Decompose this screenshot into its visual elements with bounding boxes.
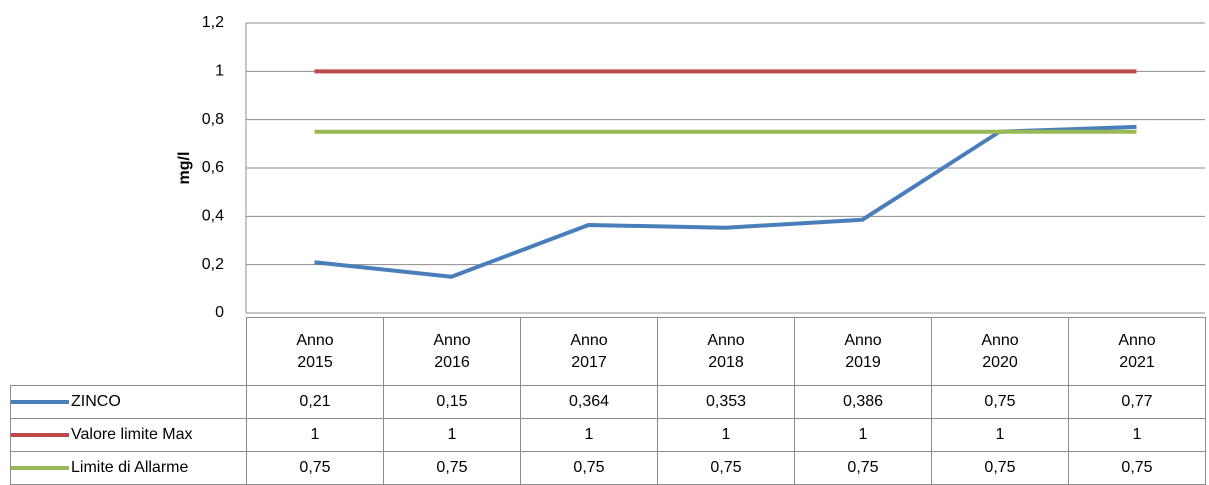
value-cell: 1 (383, 418, 521, 452)
y-tick-label: 0 (215, 304, 224, 321)
value-cell: 1 (657, 418, 795, 452)
y-tick-label: 0,8 (202, 111, 224, 128)
category-cell: Anno 2021 (1068, 317, 1206, 386)
legend-swatch (11, 466, 69, 470)
value-cell: 0,75 (931, 385, 1069, 419)
category-cell: Anno 2020 (931, 317, 1069, 386)
y-tick-label: 0,2 (202, 256, 224, 273)
value-cell: 0,75 (931, 451, 1069, 485)
value-cell: 0,75 (794, 451, 932, 485)
category-cell: Anno 2018 (657, 317, 795, 386)
value-cell: 0,353 (657, 385, 795, 419)
value-cell: 0,15 (383, 385, 521, 419)
value-cell: 1 (246, 418, 384, 452)
series-line (314, 124, 1137, 279)
value-cell: 1 (1068, 418, 1206, 452)
category-cell: Anno 2015 (246, 317, 384, 386)
value-cell: 0,21 (246, 385, 384, 419)
legend-cell: Limite di Allarme (10, 451, 247, 485)
value-cell: 1 (931, 418, 1069, 452)
legend-label: ZINCO (71, 393, 121, 410)
value-cell: 0,75 (246, 451, 384, 485)
value-cell: 0,75 (383, 451, 521, 485)
y-tick-label: 1,2 (202, 14, 224, 31)
legend-cell: ZINCO (10, 385, 247, 419)
category-cell: Anno 2017 (520, 317, 658, 386)
category-cell: Anno 2019 (794, 317, 932, 386)
category-cell: Anno 2016 (383, 317, 521, 386)
legend-cell: Valore limite Max (10, 418, 247, 452)
legend-swatch (11, 400, 69, 404)
value-cell: 0,386 (794, 385, 932, 419)
value-cell: 0,364 (520, 385, 658, 419)
value-cell: 0,75 (1068, 451, 1206, 485)
value-cell: 0,75 (520, 451, 658, 485)
y-tick-label: 1 (215, 63, 224, 80)
legend-swatch (11, 433, 69, 437)
y-tick-label: 0,6 (202, 159, 224, 176)
legend-label: Limite di Allarme (71, 459, 189, 476)
y-tick-label: 0,4 (202, 208, 224, 225)
value-cell: 1 (794, 418, 932, 452)
value-cell: 0,77 (1068, 385, 1206, 419)
y-axis-label: mg/l (176, 152, 193, 185)
value-cell: 0,75 (657, 451, 795, 485)
value-cell: 1 (520, 418, 658, 452)
legend-label: Valore limite Max (71, 426, 193, 443)
